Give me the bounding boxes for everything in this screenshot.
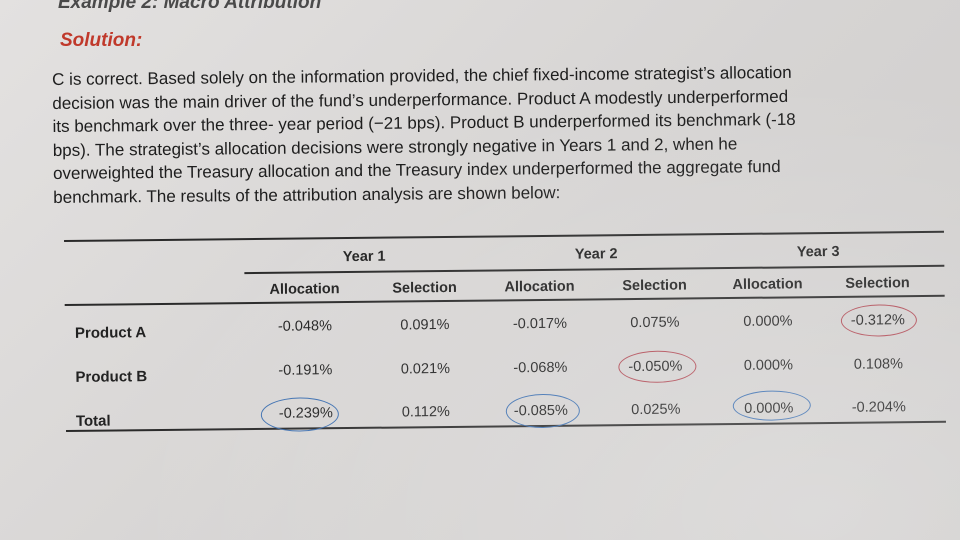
year-header-3: Year 3 bbox=[796, 243, 840, 261]
solution-paragraph: C is correct. Based solely on the inform… bbox=[52, 60, 938, 209]
row-label-total: Total bbox=[75, 412, 111, 430]
row-label-product-b: Product B bbox=[75, 368, 148, 386]
table-cell: -0.017% bbox=[512, 315, 568, 333]
table-cell: 0.021% bbox=[400, 360, 451, 378]
page-title: Example 2: Macro Attribution bbox=[58, 0, 322, 13]
table-cell: 0.025% bbox=[631, 401, 681, 419]
table-cell: 0.108% bbox=[853, 356, 904, 373]
col-header-y2-allocation: Allocation bbox=[504, 278, 575, 296]
solution-label: Solution: bbox=[60, 30, 143, 51]
col-header-y3-allocation: Allocation bbox=[732, 276, 803, 294]
table-cell: 0.112% bbox=[401, 403, 450, 421]
subheader-rule bbox=[64, 294, 945, 306]
col-header-y2-selection: Selection bbox=[622, 277, 687, 295]
table-cell: -0.204% bbox=[851, 399, 906, 416]
annotation-circle bbox=[505, 393, 581, 429]
table-cell: -0.068% bbox=[513, 359, 568, 377]
table-top-rule bbox=[64, 230, 944, 242]
annotation-circle bbox=[840, 304, 918, 337]
table-cell: 0.000% bbox=[743, 313, 793, 330]
year-header-1: Year 1 bbox=[342, 248, 386, 266]
year-header-2: Year 2 bbox=[574, 246, 618, 263]
col-header-y3-selection: Selection bbox=[845, 275, 910, 292]
annotation-circle bbox=[732, 390, 811, 422]
col-header-y1-allocation: Allocation bbox=[269, 281, 340, 298]
col-header-y1-selection: Selection bbox=[392, 279, 457, 297]
table-cell: 0.075% bbox=[630, 314, 680, 332]
table-cell: -0.191% bbox=[278, 362, 333, 379]
annotation-circle bbox=[618, 350, 697, 384]
table-cell: -0.048% bbox=[277, 318, 333, 335]
row-label-product-a: Product A bbox=[74, 324, 147, 342]
table-cell: 0.000% bbox=[743, 357, 794, 374]
table-cell: 0.091% bbox=[400, 316, 450, 334]
year-header-rule bbox=[244, 264, 945, 274]
attribution-table: Year 1 Year 2 Year 3 Allocation Selectio… bbox=[64, 229, 946, 438]
table-bottom-rule bbox=[66, 420, 946, 432]
